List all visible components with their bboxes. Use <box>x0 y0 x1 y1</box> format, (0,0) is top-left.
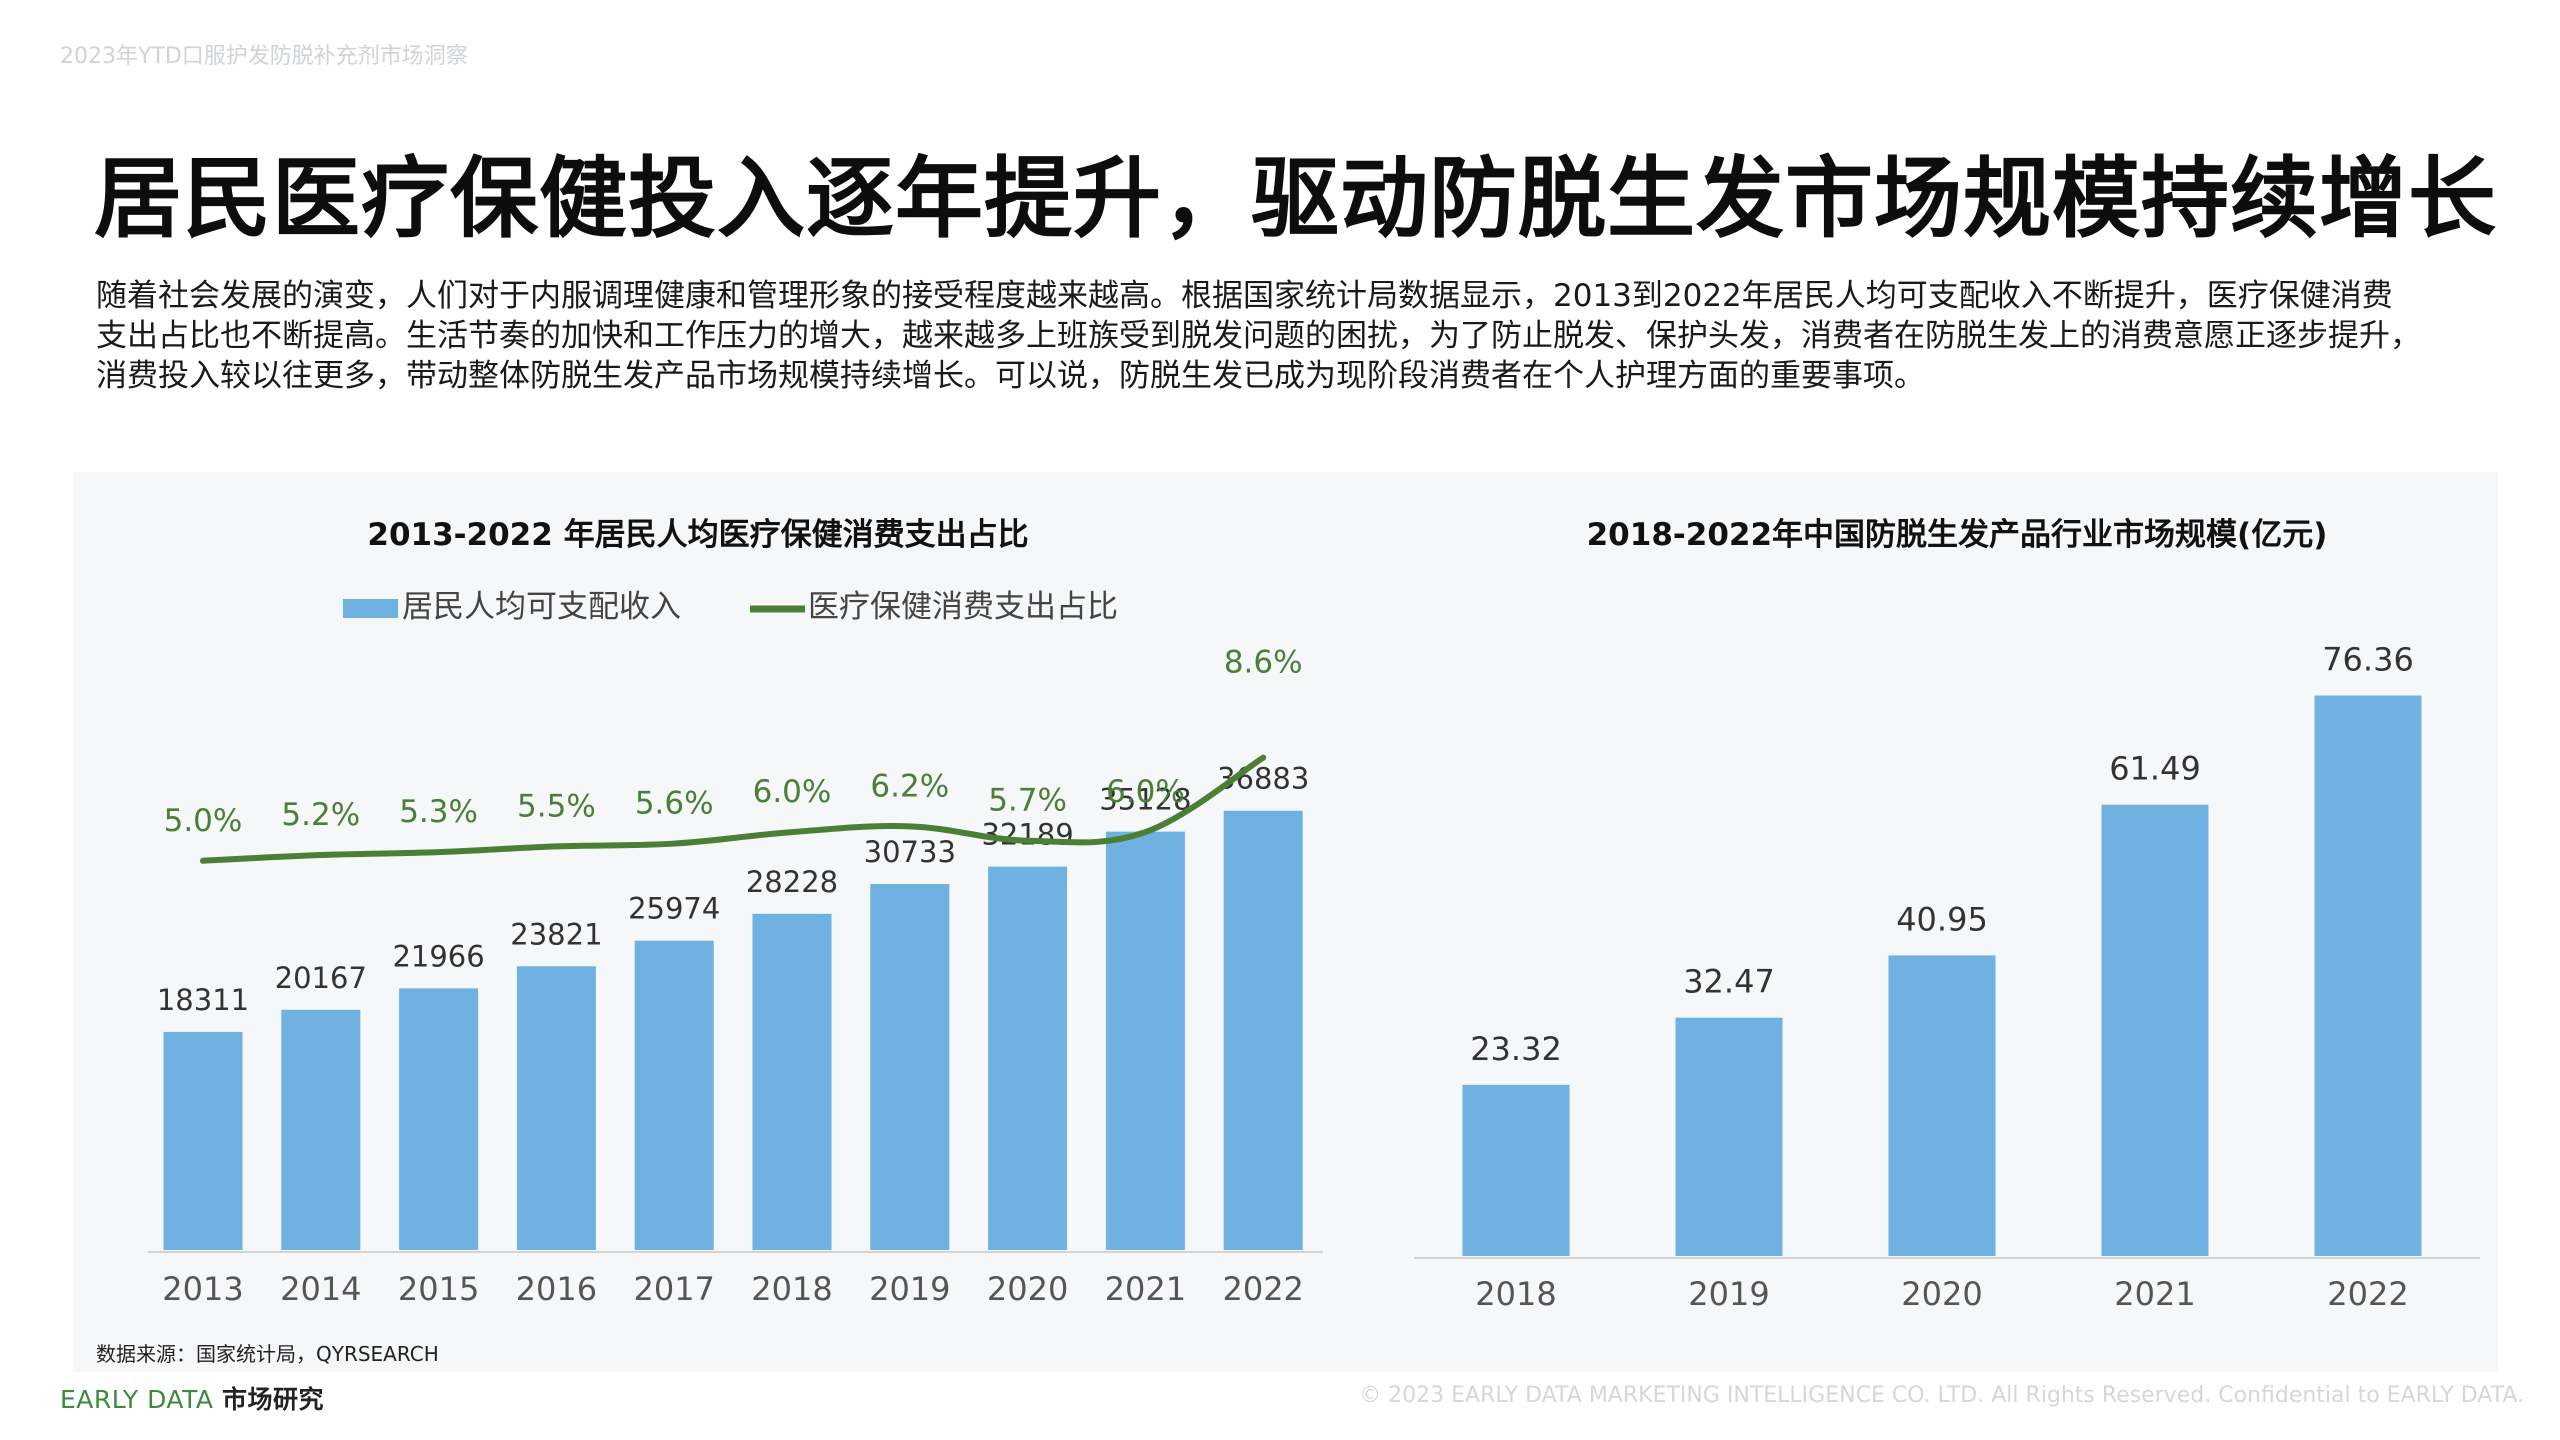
intro-line: 随着社会发展的演变，人们对于内服调理健康和管理形象的接受程度越来越高。根据国家统… <box>96 278 2393 314</box>
chart1-x-tick: 2022 <box>1222 1270 1303 1308</box>
chart2-bar-value: 32.47 <box>1683 963 1775 1001</box>
chart1-bar-value: 35128 <box>1099 783 1191 817</box>
brand-suffix: 市场研究 <box>221 1385 324 1414</box>
chart1-x-tick: 2016 <box>516 1270 597 1308</box>
chart2-bar-value: 76.36 <box>2322 641 2414 679</box>
chart1-bar-value: 23821 <box>510 917 602 951</box>
chart2-bars <box>1462 695 2422 1256</box>
chart2-x-tick: 2021 <box>2114 1275 2195 1313</box>
chart1-x-tick: 2015 <box>398 1270 479 1308</box>
chart1-bar-value: 25974 <box>628 892 720 926</box>
report-header: 2023年YTD口服护发防脱补充剂市场洞察 <box>60 44 468 69</box>
chart2-bar <box>1462 1084 1570 1256</box>
chart2-bar <box>1888 955 1996 1256</box>
chart1-x-tick: 2018 <box>751 1270 832 1308</box>
chart2-bar <box>2101 804 2209 1256</box>
chart1-line-value: 5.7% <box>988 783 1067 819</box>
chart1-line-value: 8.6% <box>1224 645 1303 681</box>
chart1-title: 2013-2022 年居民人均医疗保健消费支出占比 <box>367 517 1028 553</box>
chart1-line-value: 5.2% <box>281 797 360 833</box>
chart2-x-tick: 2019 <box>1688 1275 1769 1313</box>
copyright: © 2023 EARLY DATA MARKETING INTELLIGENCE… <box>1359 1383 2524 1408</box>
chart1-x-labels: 2013 2014 2015 2016 2017 2018 2019 2020 2021 2022 <box>162 1270 1304 1308</box>
chart2-bar-value: 40.95 <box>1896 900 1988 938</box>
chart1-bar <box>399 988 479 1250</box>
chart1-x-tick: 2014 <box>280 1270 361 1308</box>
chart1-line-value: 5.5% <box>517 788 596 824</box>
chart1-bar-value: 20167 <box>275 961 367 995</box>
chart2-bar-value: 61.49 <box>2109 750 2201 788</box>
chart1-line-labels: 5.0% 5.2% 5.3% 5.5% 5.6% 6.0% 6.2% 5.7% 6.0% 8.6% <box>164 645 1303 839</box>
chart1-bar <box>988 866 1068 1250</box>
chart1-x-tick: 2021 <box>1105 1270 1186 1308</box>
chart2-title: 2018-2022年中国防脱生发产品行业市场规模(亿元) <box>1587 517 2328 553</box>
chart1-bar-value: 32189 <box>981 818 1073 852</box>
chart2-bar-labels: 23.32 32.47 40.95 61.49 76.36 <box>1470 641 2414 1068</box>
chart1-bar <box>281 1009 361 1250</box>
chart1-line-value: 6.2% <box>870 768 949 804</box>
chart1-line-value: 6.0% <box>1106 774 1185 810</box>
intro-paragraph: 随着社会发展的演变，人们对于内服调理健康和管理形象的接受程度越来越高。根据国家统… <box>96 276 2516 396</box>
brand-logo: EARLY DATA 市场研究 <box>60 1380 324 1416</box>
chart1-bar <box>1223 810 1303 1250</box>
data-source: 数据来源：国家统计局，QYRSEARCH <box>96 1342 439 1366</box>
chart2-bar-value: 23.32 <box>1470 1030 1562 1068</box>
chart1-bar <box>870 883 950 1250</box>
chart1-bar-value: 28228 <box>746 865 838 899</box>
chart1-x-tick: 2020 <box>987 1270 1068 1308</box>
page-title: 居民医疗保健投入逐年提升，驱动防脱生发市场规模持续增长 <box>94 147 2498 250</box>
chart2-x-tick: 2022 <box>2327 1275 2408 1313</box>
chart1-line-value: 5.6% <box>635 786 714 822</box>
chart1-ratio-line <box>200 754 1267 864</box>
intro-line: 支出占比也不断提高。生活节奏的加快和工作压力的增大，越来越多上班族受到脱发问题的… <box>96 318 2421 354</box>
legend-bar-swatch <box>343 599 398 618</box>
chart1-x-tick: 2017 <box>633 1270 714 1308</box>
intro-line: 消费投入较以往更多，带动整体防脱生发产品市场规模持续增长。可以说，防脱生发已成为… <box>96 358 1925 394</box>
chart2-x-tick: 2020 <box>1901 1275 1982 1313</box>
chart1-bar-value: 18311 <box>157 983 249 1017</box>
chart1-bar <box>516 966 596 1250</box>
chart1-bars <box>163 810 1303 1250</box>
chart2-bar <box>2314 695 2422 1256</box>
chart1-x-tick: 2013 <box>162 1270 243 1308</box>
chart1-bar-labels: 18311 20167 21966 23821 25974 28228 30733 32189… <box>157 762 1309 1017</box>
chart1-bar <box>163 1031 243 1250</box>
chart2-x-tick: 2018 <box>1475 1275 1556 1313</box>
chart1-bar-value: 30733 <box>864 835 956 869</box>
chart1-line-value: 6.0% <box>753 774 832 810</box>
chart1-x-tick: 2019 <box>869 1270 950 1308</box>
chart1-bar <box>634 940 714 1250</box>
chart1-bar-value: 21966 <box>392 939 484 973</box>
chart1-bar <box>1105 831 1185 1250</box>
chart1-line-value: 5.3% <box>399 794 478 830</box>
chart2-x-labels: 2018 2019 2020 2021 2022 <box>1475 1275 2408 1313</box>
brand-prefix: EARLY DATA <box>60 1385 222 1414</box>
chart1-line-value: 5.0% <box>164 803 243 839</box>
chart1-bar <box>752 913 832 1250</box>
chart2-bar <box>1675 1017 1783 1256</box>
legend-bar-label: 居民人均可支配收入 <box>402 589 681 625</box>
legend-line-label: 医疗保健消费支出占比 <box>808 589 1118 625</box>
